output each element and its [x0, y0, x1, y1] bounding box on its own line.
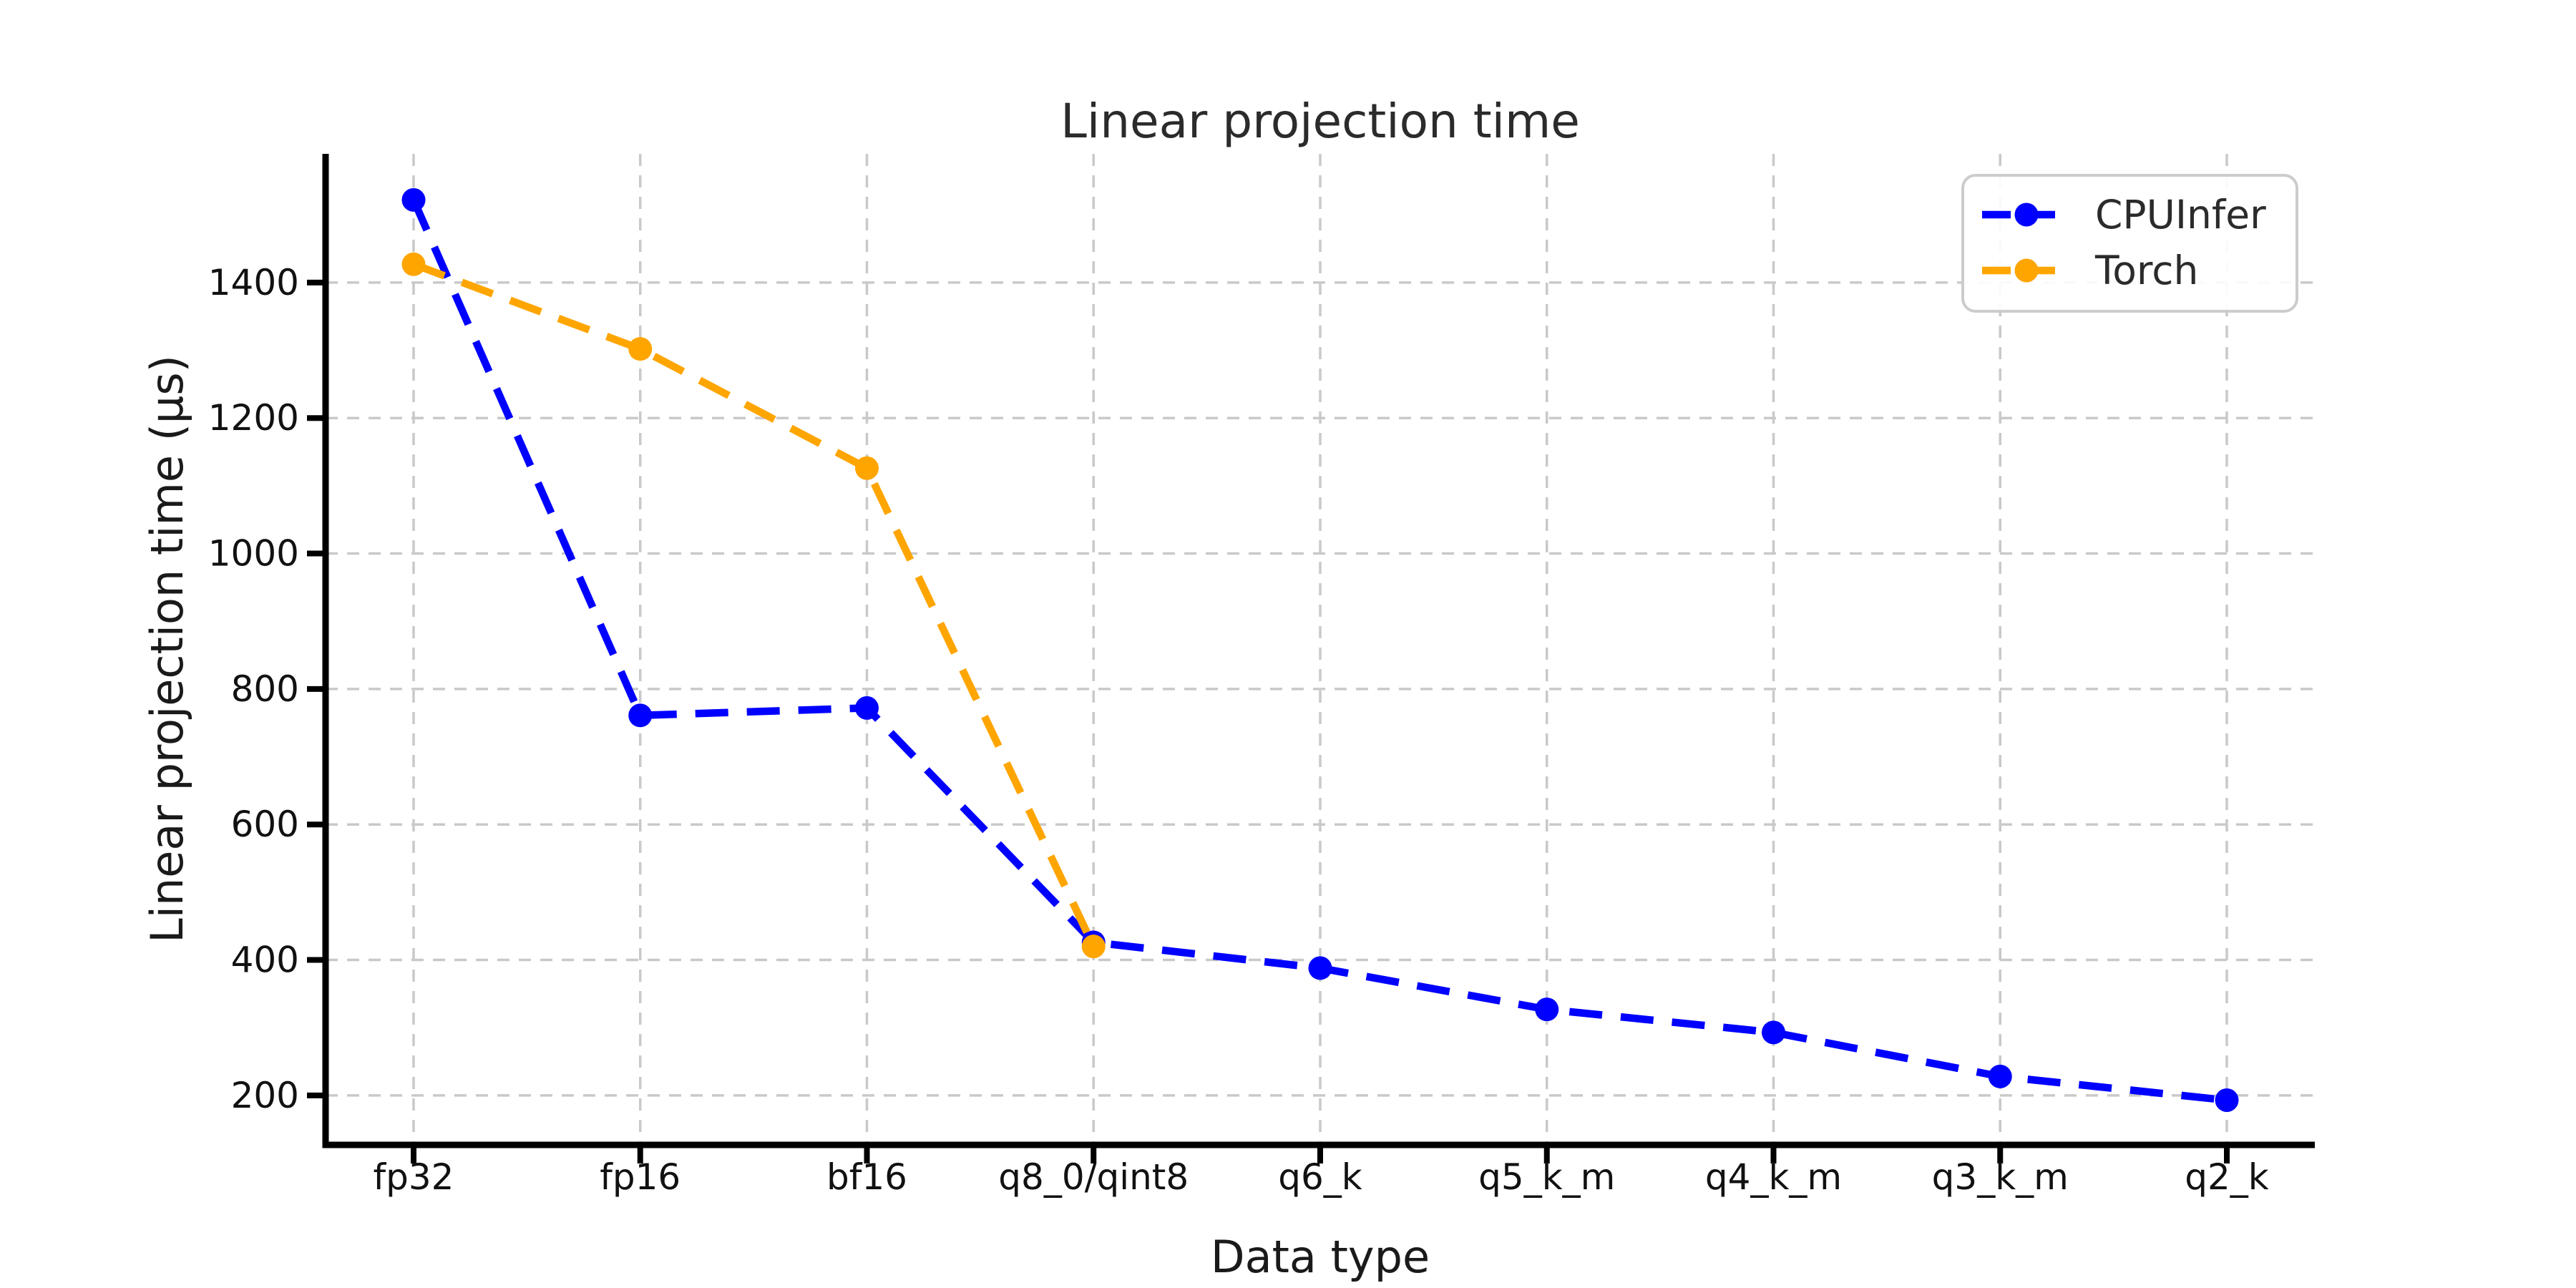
x-tick-label: q8_0/qint8: [998, 1156, 1189, 1198]
legend-box: [1961, 174, 2298, 313]
x-tick-label: bf16: [826, 1156, 907, 1198]
y-tick-label: 400: [231, 940, 299, 981]
data-point-Torch: [628, 337, 653, 361]
y-tick-label: 800: [231, 668, 299, 710]
data-point-CPUInfer: [1535, 997, 1559, 1022]
data-point-Torch: [401, 252, 426, 276]
series-layer: [401, 187, 2239, 1113]
legend-label-1: Torch: [2094, 248, 2198, 293]
x-tick-label: q5_k_m: [1478, 1156, 1615, 1198]
data-point-CPUInfer: [401, 187, 426, 212]
y-tick-label: 1400: [208, 262, 299, 303]
axes-layer: 200 400 600 800 1000 1200 1400 fp32 fp16 bf16 q8_0…: [208, 154, 2315, 1198]
data-point-CPUInfer: [1308, 956, 1332, 980]
series-line-Torch: [412, 260, 1097, 948]
x-tick-label: q3_k_m: [1932, 1156, 2069, 1198]
x-tick-label: fp16: [600, 1156, 680, 1198]
chart-title: Linear projection time: [1060, 94, 1580, 149]
x-tick-label: q4_k_m: [1705, 1156, 1842, 1198]
y-tick-label: 1000: [208, 533, 299, 575]
legend-label-0: CPUInfer: [2095, 192, 2266, 238]
data-point-CPUInfer: [855, 696, 879, 720]
data-point-CPUInfer: [2215, 1088, 2239, 1113]
x-tick-label: q2_k: [2185, 1156, 2269, 1198]
data-point-Torch: [855, 456, 879, 480]
x-axis-title: Data type: [1211, 1231, 1430, 1283]
data-point-CPUInfer: [1988, 1064, 2012, 1088]
x-tick-label: q6_k: [1278, 1156, 1362, 1198]
legend: CPUInfer Torch: [1961, 174, 2298, 313]
y-tick-label: 600: [231, 804, 299, 845]
data-point-CPUInfer: [1762, 1020, 1785, 1045]
x-tick-label: fp32: [374, 1156, 454, 1198]
y-tick-label: 200: [231, 1075, 299, 1116]
data-point-CPUInfer: [628, 703, 653, 728]
y-axis-title: Linear projection time (µs): [141, 355, 193, 943]
data-point-Torch: [1081, 935, 1106, 959]
y-tick-label: 1200: [208, 397, 299, 439]
legend-sample-marker-1: [2014, 258, 2039, 283]
legend-sample-marker-0: [2014, 203, 2039, 227]
